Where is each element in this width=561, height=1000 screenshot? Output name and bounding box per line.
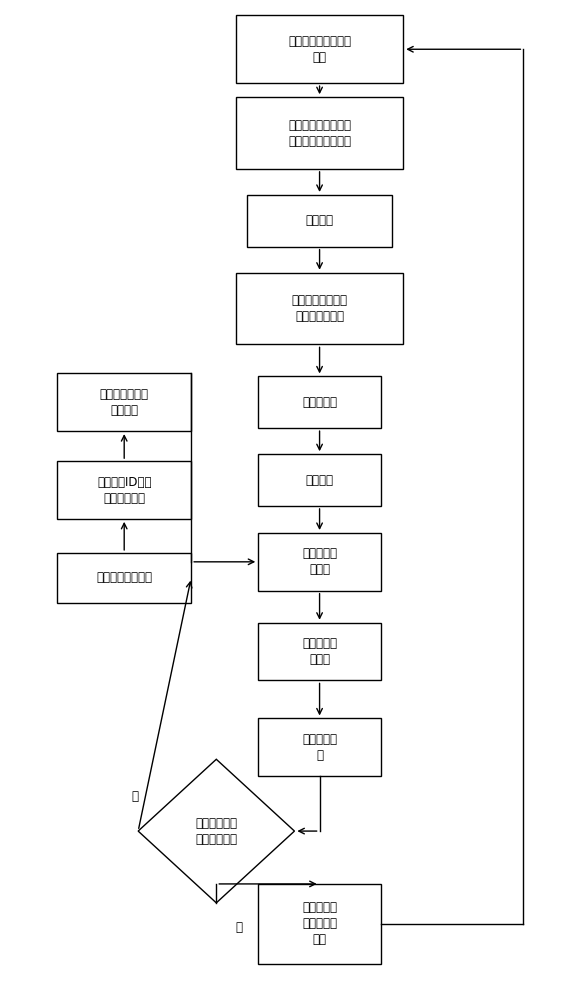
Text: 建立动态密
钥管理: 建立动态密 钥管理	[302, 637, 337, 666]
FancyBboxPatch shape	[258, 533, 381, 591]
FancyBboxPatch shape	[57, 373, 191, 431]
FancyBboxPatch shape	[258, 884, 381, 964]
FancyBboxPatch shape	[258, 454, 381, 506]
FancyBboxPatch shape	[247, 195, 392, 247]
Text: 本次依据ID编号
选择下一簇头: 本次依据ID编号 选择下一簇头	[97, 476, 151, 505]
Text: 基站对网络进行网格
划分，选取优先节点: 基站对网络进行网格 划分，选取优先节点	[288, 119, 351, 148]
FancyBboxPatch shape	[236, 15, 403, 83]
Text: 簇头选举: 簇头选举	[306, 214, 334, 227]
FancyBboxPatch shape	[57, 461, 191, 519]
FancyBboxPatch shape	[258, 718, 381, 776]
Text: 数据传输阶
段: 数据传输阶 段	[302, 733, 337, 762]
Text: 任意簇内优
先节点使用
完毕: 任意簇内优 先节点使用 完毕	[302, 901, 337, 946]
Text: 否: 否	[235, 921, 242, 934]
Text: 网络初始化，生成密
钥池: 网络初始化，生成密 钥池	[288, 35, 351, 64]
Text: 成簇阶段: 成簇阶段	[306, 474, 334, 487]
Text: 簇间路由建
立阶段: 簇间路由建 立阶段	[302, 547, 337, 576]
FancyBboxPatch shape	[258, 623, 381, 680]
Text: 选取链密钥: 选取链密钥	[302, 396, 337, 409]
FancyBboxPatch shape	[236, 97, 403, 169]
Text: 对簇内优先节点依
据公式重新编号: 对簇内优先节点依 据公式重新编号	[292, 294, 348, 323]
Text: 单个簇头值是
否低于平均值: 单个簇头值是 否低于平均值	[195, 817, 237, 846]
Polygon shape	[138, 759, 295, 903]
Text: 链密钥认证和派
生出密钥: 链密钥认证和派 生出密钥	[100, 388, 149, 417]
FancyBboxPatch shape	[236, 273, 403, 344]
Text: 本簇发起重选号召: 本簇发起重选号召	[96, 571, 152, 584]
Text: 是: 是	[132, 790, 139, 803]
FancyBboxPatch shape	[258, 376, 381, 428]
FancyBboxPatch shape	[57, 553, 191, 603]
